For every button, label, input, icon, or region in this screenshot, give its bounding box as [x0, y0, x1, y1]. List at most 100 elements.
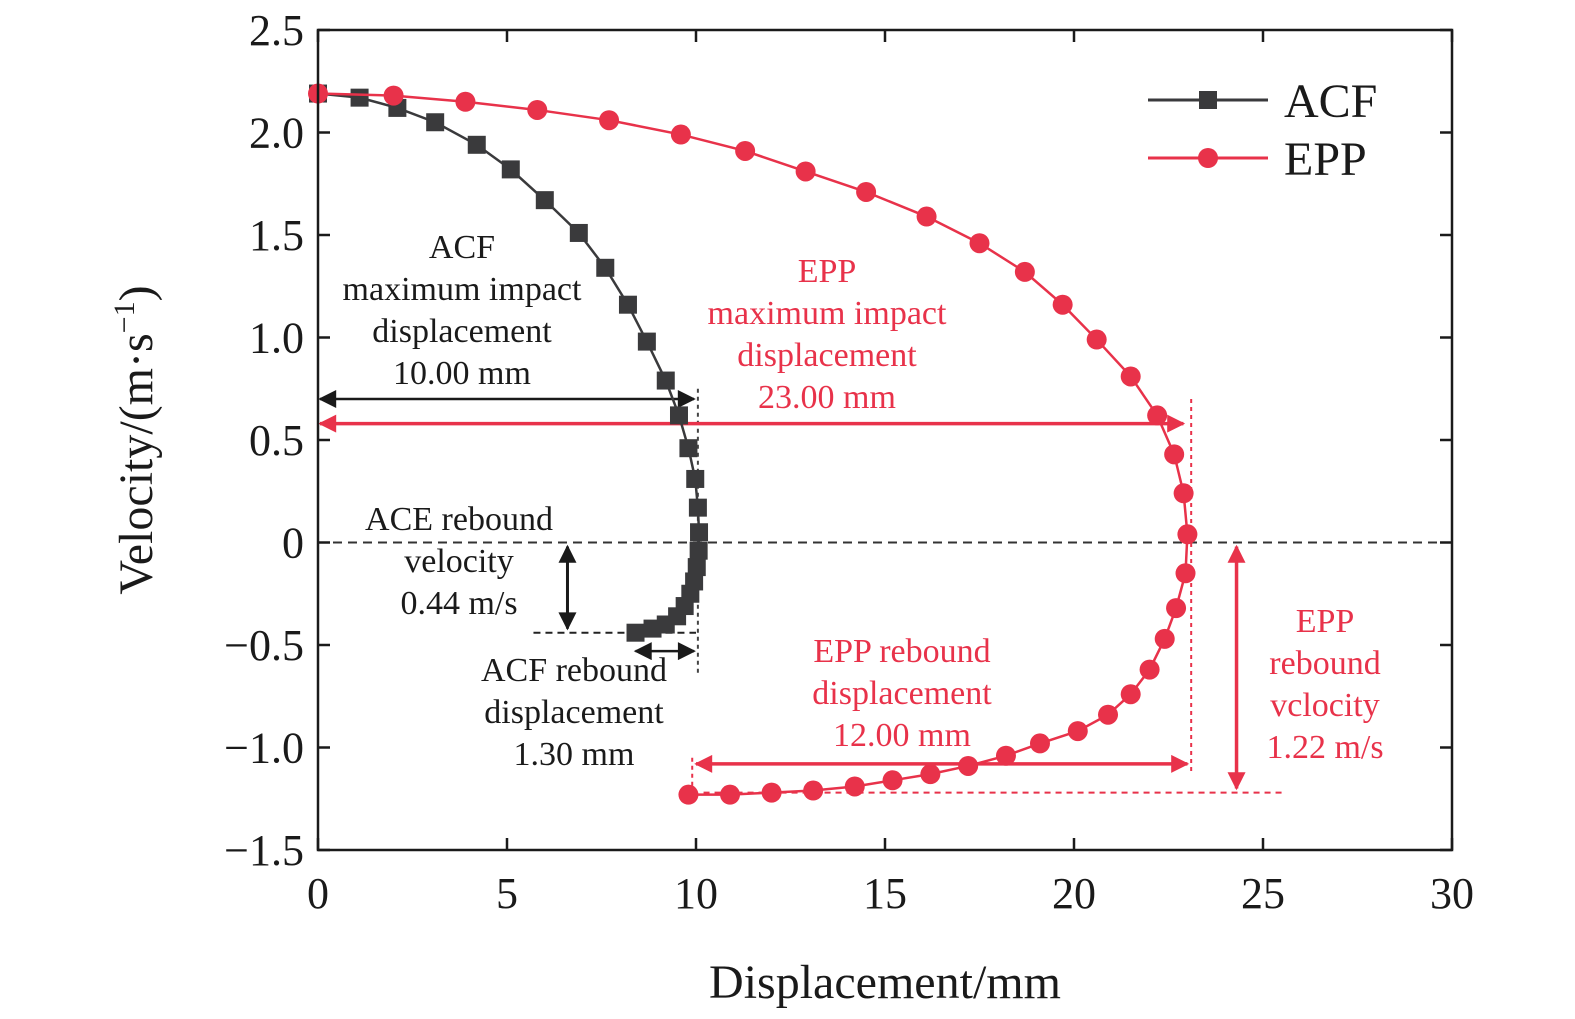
y-tick-label: 2.5	[249, 6, 304, 55]
point-acf	[656, 371, 675, 390]
epp-max-label-line: 23.00 mm	[758, 379, 896, 416]
point-acf	[596, 258, 615, 277]
legend-label-acf: ACF	[1284, 75, 1377, 128]
point-acf	[426, 113, 445, 132]
x-tick-label: 30	[1430, 869, 1474, 918]
point-acf	[686, 469, 705, 488]
point-epp	[882, 770, 903, 791]
point-acf	[669, 406, 688, 425]
series-line-epp	[317, 92, 1189, 796]
point-epp	[735, 140, 756, 161]
point-acf	[688, 498, 707, 517]
point-epp	[969, 233, 990, 254]
epp-rebound-velocity-label-line: rebound	[1269, 645, 1380, 682]
acf-max-label-line: maximum impact	[343, 271, 582, 308]
point-epp	[670, 124, 691, 145]
x-axis-title: Displacement/mm	[709, 956, 1061, 1009]
point-epp	[1067, 721, 1088, 742]
point-acf	[687, 558, 706, 577]
point-acf	[535, 191, 554, 210]
y-tick-label: 0.5	[249, 416, 304, 465]
legend-label-epp: EPP	[1284, 133, 1367, 186]
epp-rebound-velocity-label-line: 1.22 m/s	[1266, 729, 1383, 766]
y-tick-label: −1.0	[224, 724, 304, 773]
point-epp	[995, 745, 1016, 766]
acf-max-label-line: ACF	[429, 229, 495, 266]
y-tick-label: −1.5	[224, 826, 304, 875]
point-epp	[958, 755, 979, 776]
epp-max-label-line: EPP	[798, 253, 857, 290]
acf-rebound-velocity-label-line: velocity	[404, 543, 514, 580]
y-tick-label: −0.5	[224, 621, 304, 670]
x-tick-label: 10	[674, 869, 718, 918]
x-tick-label: 0	[307, 869, 329, 918]
acf-rebound-velocity-label-line: ACE rebound	[365, 501, 553, 538]
point-epp	[1164, 444, 1185, 465]
point-epp	[1120, 366, 1141, 387]
point-epp	[1029, 733, 1050, 754]
point-epp	[1154, 628, 1175, 649]
epp-max-label-line: displacement	[737, 337, 917, 374]
epp-rebound-displacement-label-line: displacement	[812, 675, 992, 712]
point-epp	[856, 181, 877, 202]
point-acf	[350, 88, 369, 107]
point-acf	[689, 541, 708, 560]
point-epp	[1120, 684, 1141, 705]
point-epp	[761, 782, 782, 803]
acf-max-label-line: 10.00 mm	[393, 355, 531, 392]
point-acf	[637, 332, 656, 351]
point-acf	[501, 160, 520, 179]
acf-rebound-displacement-label-line: ACF rebound	[481, 652, 667, 689]
point-epp	[1173, 483, 1194, 504]
x-tick-label: 15	[863, 869, 907, 918]
point-epp	[1166, 598, 1187, 619]
point-epp	[720, 784, 741, 805]
acf-rebound-displacement-label-line: 1.30 mm	[514, 736, 635, 773]
y-tick-label: 0	[282, 519, 304, 568]
annotation-layer: ACF maximum impact displacement 10.00 mm EPP…	[318, 229, 1384, 801]
epp-rebound-velocity-label-line: vclocity	[1270, 687, 1380, 724]
point-acf	[569, 223, 588, 242]
point-epp	[1175, 563, 1196, 584]
series-layer	[308, 83, 1198, 805]
point-epp	[383, 85, 404, 106]
point-epp	[1139, 659, 1160, 680]
point-acf	[618, 295, 637, 314]
point-epp	[803, 780, 824, 801]
point-epp	[1177, 524, 1198, 545]
acf-rebound-displacement-label-line: displacement	[484, 694, 664, 731]
epp-rebound-displacement-label-line: EPP rebound	[813, 633, 990, 670]
epp-rebound-velocity-label-line: EPP	[1296, 603, 1355, 640]
legend-marker-epp	[1198, 148, 1218, 168]
point-acf	[643, 619, 662, 638]
x-tick-label: 20	[1052, 869, 1096, 918]
acf-rebound-velocity-label-line: 0.44 m/s	[400, 585, 517, 622]
point-epp	[678, 784, 699, 805]
point-epp	[920, 764, 941, 785]
point-epp	[844, 776, 865, 797]
y-tick-label: 2.0	[249, 109, 304, 158]
y-tick-label: 1.5	[249, 211, 304, 260]
epp-rebound-displacement-label-line: 12.00 mm	[833, 717, 971, 754]
point-acf	[679, 439, 698, 458]
point-epp	[1014, 261, 1035, 282]
point-acf	[467, 135, 486, 154]
point-acf	[690, 523, 709, 542]
y-axis-title: Velocity/(m·s−1)	[108, 285, 163, 594]
point-epp	[1147, 405, 1168, 426]
x-tick-label: 25	[1241, 869, 1285, 918]
point-epp	[455, 91, 476, 112]
point-epp	[1052, 294, 1073, 315]
point-epp	[795, 161, 816, 182]
acf-max-label-line: displacement	[372, 313, 552, 350]
y-tick-label: 1.0	[249, 314, 304, 363]
point-epp	[1098, 704, 1119, 725]
point-epp	[527, 99, 548, 120]
point-epp	[1086, 329, 1107, 350]
point-acf	[626, 623, 645, 642]
legend-marker-acf	[1199, 91, 1217, 109]
axes-layer: 0 5 10 15 20 25 30 2.5 2.0 1.5 1.0 0.5 0 −0.5 −1.0 −1.5…	[108, 6, 1474, 1009]
x-tick-label: 5	[496, 869, 518, 918]
